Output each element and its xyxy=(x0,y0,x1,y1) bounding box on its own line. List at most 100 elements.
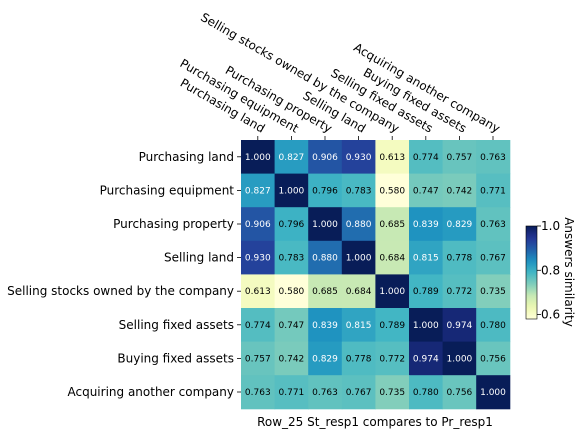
colorbar-gradient xyxy=(525,225,538,320)
heatmap-cell xyxy=(375,308,410,343)
heatmap-cell xyxy=(341,240,376,275)
cell-value-label: 0.767 xyxy=(480,254,506,264)
heatmap-cell xyxy=(341,207,376,242)
cell-value-label: 0.930 xyxy=(245,254,271,264)
heatmap-cell xyxy=(409,308,444,343)
heatmap-cells: 1.000 0.827 0.906 0.930 0.613 0.774 0.757 0.763… xyxy=(241,140,511,410)
heatmap-cell xyxy=(274,308,309,343)
cell-value-label: 0.763 xyxy=(480,153,506,163)
colorbar: 0.6 0.8 1.0 Answers similarity xyxy=(525,217,576,327)
heatmap-cell xyxy=(241,375,276,410)
cell-value-label: 0.796 xyxy=(279,220,305,230)
row-labels: Purchasing land Purchasing equipment Purch… xyxy=(7,150,241,399)
cell-value-label: 0.747 xyxy=(413,186,439,196)
heatmap-cell xyxy=(375,274,410,309)
x-axis-label: Row_25 St_resp1 compares to Pr_resp1 xyxy=(257,415,493,429)
cell-value-label: 1.000 xyxy=(346,254,372,264)
cell-value-label: 0.685 xyxy=(312,287,338,297)
row-label: Acquiring another company xyxy=(67,385,234,399)
cell-value-label: 0.613 xyxy=(245,287,271,297)
cell-value-label: 0.827 xyxy=(245,186,271,196)
cell-value-label: 0.783 xyxy=(346,186,372,196)
cell-value-label: 0.783 xyxy=(279,254,305,264)
cell-value-label: 0.613 xyxy=(379,153,405,163)
heatmap-cell xyxy=(274,375,309,410)
cell-value-label: 0.796 xyxy=(312,186,338,196)
heatmap-cell xyxy=(409,173,444,208)
cell-value-label: 0.772 xyxy=(379,354,405,364)
heatmap-cell xyxy=(308,240,343,275)
heatmap-cell xyxy=(442,240,477,275)
colorbar-tick-label: 0.6 xyxy=(541,308,560,322)
cell-value-label: 0.839 xyxy=(312,321,338,331)
row-label: Selling fixed assets xyxy=(119,318,234,332)
heatmap-cell xyxy=(476,308,511,343)
heatmap-cell xyxy=(409,140,444,175)
heatmap-cell xyxy=(375,207,410,242)
heatmap-cell xyxy=(476,207,511,242)
heatmap-cell xyxy=(476,240,511,275)
cell-value-label: 0.974 xyxy=(447,321,473,331)
heatmap-cell xyxy=(476,274,511,309)
cell-value-label: 1.000 xyxy=(379,287,405,297)
heatmap-cell xyxy=(442,173,477,208)
heatmap-cell xyxy=(274,240,309,275)
row-label: Selling land xyxy=(164,251,234,265)
cell-value-label: 0.906 xyxy=(245,220,271,230)
heatmap-cell xyxy=(409,375,444,410)
cell-value-label: 0.789 xyxy=(413,287,439,297)
heatmap-cell xyxy=(241,207,276,242)
cell-value-label: 0.735 xyxy=(379,388,405,398)
heatmap-cell xyxy=(341,308,376,343)
cell-value-label: 0.757 xyxy=(447,153,473,163)
colorbar-label: Answers similarity xyxy=(562,217,576,327)
cell-value-label: 0.778 xyxy=(447,254,473,264)
cell-value-label: 1.000 xyxy=(480,388,506,398)
cell-value-label: 0.580 xyxy=(279,287,305,297)
cell-value-label: 0.742 xyxy=(279,354,305,364)
heatmap-cell xyxy=(308,207,343,242)
heatmap-cell xyxy=(274,173,309,208)
cell-value-label: 0.757 xyxy=(245,354,271,364)
cell-value-label: 0.789 xyxy=(379,321,405,331)
cell-value-label: 0.827 xyxy=(279,153,305,163)
heatmap-cell xyxy=(308,140,343,175)
heatmap-cell xyxy=(308,341,343,376)
cell-value-label: 1.000 xyxy=(245,153,271,163)
cell-value-label: 0.742 xyxy=(447,186,473,196)
cell-value-label: 0.771 xyxy=(480,186,506,196)
heatmap-cell xyxy=(442,341,477,376)
heatmap-cell xyxy=(409,274,444,309)
cell-value-label: 0.906 xyxy=(312,153,338,163)
heatmap-cell xyxy=(442,375,477,410)
heatmap-cell xyxy=(274,274,309,309)
cell-value-label: 0.756 xyxy=(447,388,473,398)
cell-value-label: 1.000 xyxy=(447,354,473,364)
colorbar-ticks: 0.6 0.8 1.0 xyxy=(537,219,560,322)
cell-value-label: 0.763 xyxy=(480,220,506,230)
heatmap-cell xyxy=(476,375,511,410)
heatmap-cell xyxy=(341,173,376,208)
heatmap-cell xyxy=(442,274,477,309)
cell-value-label: 0.880 xyxy=(346,220,372,230)
cell-value-label: 0.780 xyxy=(480,321,506,331)
heatmap-cell xyxy=(241,140,276,175)
heatmap-cell xyxy=(442,140,477,175)
cell-value-label: 0.839 xyxy=(413,220,439,230)
cell-value-label: 0.974 xyxy=(413,354,439,364)
cell-value-label: 0.763 xyxy=(312,388,338,398)
cell-value-label: 0.815 xyxy=(346,321,372,331)
heatmap-cell xyxy=(274,140,309,175)
heatmap-cell xyxy=(476,341,511,376)
heatmap-cell xyxy=(375,173,410,208)
cell-value-label: 0.684 xyxy=(346,287,372,297)
heatmap-cell xyxy=(476,173,511,208)
heatmap-cell xyxy=(409,341,444,376)
cell-value-label: 0.684 xyxy=(379,254,405,264)
heatmap-cell xyxy=(341,140,376,175)
cell-value-label: 0.829 xyxy=(312,354,338,364)
heatmap-cell xyxy=(308,308,343,343)
heatmap-cell xyxy=(341,274,376,309)
heatmap-cell xyxy=(241,173,276,208)
